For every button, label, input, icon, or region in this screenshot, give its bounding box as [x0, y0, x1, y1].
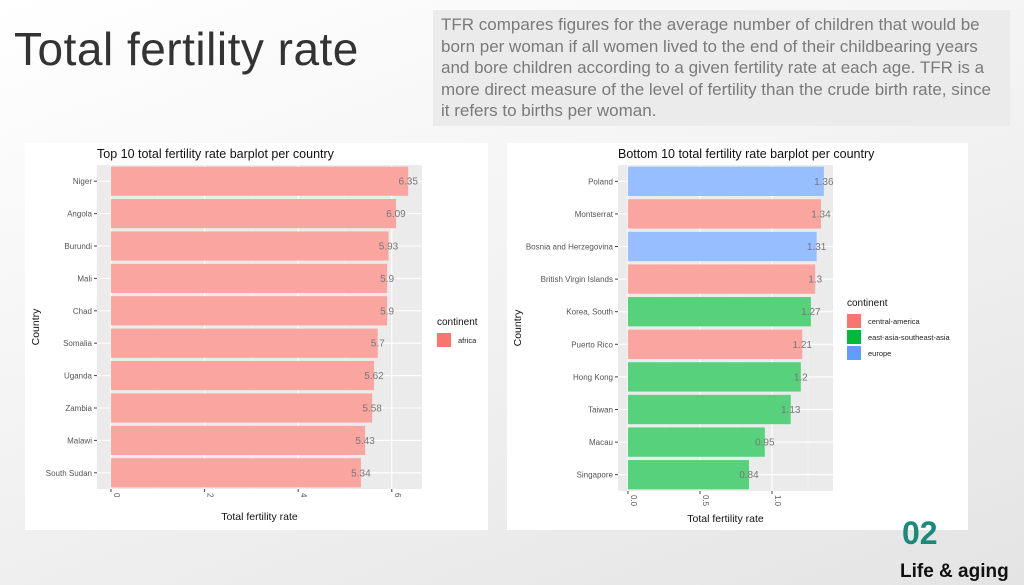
legend-swatch: [847, 330, 861, 344]
x-axis-title: Total fertility rate: [221, 511, 298, 523]
data-label: 0.84: [739, 470, 759, 481]
data-label: 1.2: [794, 372, 808, 383]
x-axis-title: Total fertility rate: [687, 513, 764, 525]
y-tick-label: Somalia: [63, 339, 92, 348]
y-tick-label: Niger: [73, 177, 92, 186]
bar-somalia: [111, 328, 378, 358]
x-tick-label: 1.0: [773, 495, 782, 507]
legend-label: europe: [868, 349, 891, 358]
data-label: 1.36: [814, 177, 834, 188]
y-tick-label: Zambia: [65, 404, 92, 413]
y-tick-label: Taiwan: [588, 406, 613, 415]
data-label: 1.3: [808, 275, 822, 286]
x-tick-label: 0.5: [701, 495, 710, 507]
bar-puerto-rico: [628, 329, 803, 359]
y-tick-label: Malawi: [67, 436, 92, 445]
x-tick-label: 6: [393, 493, 402, 498]
y-tick-label: Montserrat: [575, 210, 614, 219]
bar-mali: [111, 263, 388, 293]
data-label: 5.9: [380, 274, 394, 285]
section-name: Life & aging: [900, 561, 1009, 582]
y-tick-label: British Virgin Islands: [541, 275, 613, 284]
y-axis-title: Country: [30, 308, 42, 346]
y-tick-label: Singapore: [577, 471, 614, 480]
legend-swatch: [847, 346, 861, 360]
y-tick-label: Korea, South: [566, 308, 613, 317]
data-label: 5.58: [362, 404, 382, 415]
bar-british-virgin-islands: [628, 264, 816, 294]
data-label: 5.7: [371, 339, 385, 350]
y-tick-label: Burundi: [64, 242, 92, 251]
data-label: 5.62: [364, 371, 384, 382]
bar-burundi: [111, 231, 389, 261]
bar-chad: [111, 296, 388, 326]
bar-malawi: [111, 425, 366, 455]
data-label: 6.35: [398, 177, 418, 188]
y-tick-label: Macau: [589, 438, 613, 447]
legend-swatch: [847, 314, 861, 328]
data-label: 5.93: [379, 242, 399, 253]
y-tick-label: Uganda: [64, 372, 93, 381]
x-tick-label: 4: [299, 493, 308, 498]
bar-hong-kong: [628, 362, 801, 392]
legend-label: central-america: [868, 317, 921, 326]
legend-label: africa: [458, 336, 477, 345]
legend-swatch: [437, 333, 451, 347]
legend-title: continent: [847, 298, 888, 309]
y-tick-label: Mali: [77, 274, 92, 283]
y-tick-label: Chad: [73, 307, 92, 316]
bar-zambia: [111, 393, 373, 423]
slide-description: TFR compares figures for the average num…: [433, 10, 1010, 126]
legend-label: east-asia-southeast-asia: [868, 333, 951, 342]
y-tick-label: Puerto Rico: [571, 340, 613, 349]
y-tick-label: South Sudan: [46, 469, 92, 478]
data-label: 5.9: [380, 306, 394, 317]
y-tick-label: Bosnia and Herzegovina: [526, 243, 614, 252]
bar-macau: [628, 427, 765, 457]
bottom10-chart: Bottom 10 total fertility rate barplot p…: [507, 143, 968, 530]
data-label: 5.43: [355, 436, 375, 447]
y-tick-label: Poland: [588, 177, 613, 186]
x-tick-label: 0.0: [629, 495, 638, 507]
chart-title: Bottom 10 total fertility rate barplot p…: [618, 147, 875, 161]
bar-south-sudan: [111, 458, 361, 488]
chart-title: Top 10 total fertility rate barplot per …: [97, 147, 335, 161]
bar-bosnia-and-herzegovina: [628, 231, 817, 262]
data-label: 1.31: [807, 242, 827, 253]
x-tick-label: 0: [112, 493, 121, 498]
section-number: 02: [902, 515, 938, 551]
data-label: 1.21: [793, 340, 813, 351]
data-label: 1.13: [781, 405, 801, 416]
bar-korea-south: [628, 297, 811, 327]
data-label: 6.09: [386, 209, 406, 220]
bar-poland: [628, 166, 824, 196]
bar-singapore: [628, 460, 749, 490]
data-label: 0.95: [755, 438, 775, 449]
data-label: 1.27: [801, 307, 821, 318]
data-label: 1.34: [811, 209, 831, 220]
data-label: 5.34: [351, 468, 371, 479]
y-tick-label: Angola: [67, 210, 92, 219]
slide-title: Total fertility rate: [14, 23, 359, 75]
top10-chart: Top 10 total fertility rate barplot per …: [25, 143, 488, 530]
y-tick-label: Hong Kong: [573, 373, 613, 382]
y-axis-title: Country: [512, 309, 524, 347]
legend-title: continent: [437, 317, 478, 328]
bar-angola: [111, 199, 397, 229]
bar-taiwan: [628, 394, 791, 425]
bar-niger: [111, 166, 409, 196]
x-tick-label: 2: [206, 493, 215, 498]
bar-uganda: [111, 361, 375, 391]
bar-montserrat: [628, 199, 821, 229]
